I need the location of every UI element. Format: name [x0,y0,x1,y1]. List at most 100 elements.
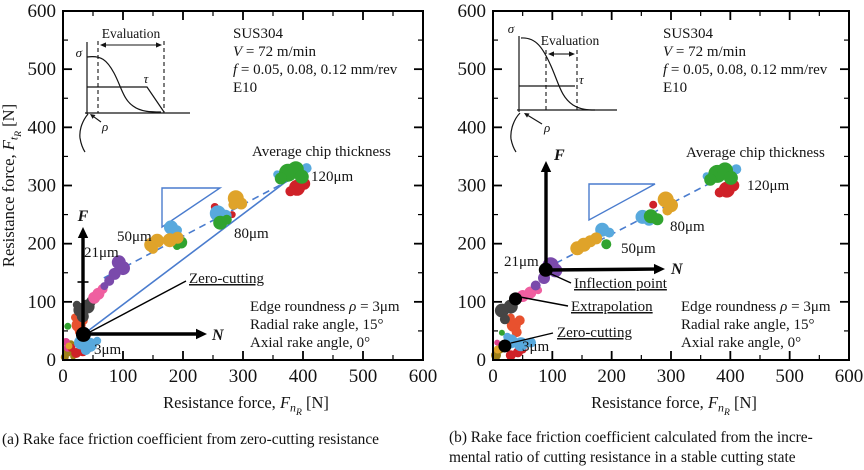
condition-line: SUS304 [233,26,284,42]
slope-triangle [588,183,656,222]
y-tick-label: 400 [458,117,487,138]
condition-line: E10 [663,80,687,96]
data-point-green [221,214,232,225]
note-line: Radial rake angle, 15° [681,317,814,333]
inset-stress-sketch: Evaluation σ τ ρ [508,21,617,153]
cluster-orange [65,190,248,350]
pointer-line [548,272,572,284]
evaluation-arrow-left-head [548,51,554,57]
highlight-dot [75,326,91,342]
y-tick-label: 100 [458,292,487,313]
x-tick-label: 100 [109,366,138,387]
condition-line: E10 [233,80,257,96]
data-point-orange [235,197,248,210]
y-tick-label: 400 [28,117,57,138]
y-tick-label: 300 [458,176,487,197]
y-tick-label: 500 [458,59,487,80]
chip-thickness-label: 80μm [670,219,705,235]
solid-fit-line [82,174,295,336]
data-point-green [601,239,612,250]
n-axis-arrow [545,267,655,272]
inset-curve [520,37,596,111]
rho-pointer-arrow [527,115,543,125]
cluster-vermilion [506,313,525,338]
inset-label: Evaluation [102,26,161,41]
y-tick-label: 500 [28,59,57,80]
caption-a: (a) Rake face friction coefficient from … [2,431,380,448]
x-tick-label: 600 [835,366,864,387]
rho-pointer-arrow-head [524,113,530,118]
note-line: Radial rake angle, 15° [250,317,383,333]
evaluation-arrow-right-head [156,42,162,48]
y-tick-label: 0 [47,350,57,371]
note-line: Axial rake angle, 0° [250,335,370,351]
data-point-orange [662,205,673,216]
slope-triangle [161,187,223,229]
y-tick-label: 0 [477,350,487,371]
chip-thickness-label: 21μm [84,245,119,261]
chip-thickness-label: 3μm [522,339,550,355]
x-tick-label: 600 [409,366,438,387]
note-line: Edge roundness ρ = 3μm [681,299,831,315]
pointer-line [510,332,554,344]
n-axis-label: N [211,327,225,344]
data-point-orange [65,342,73,350]
x-tick-label: 0 [58,366,68,387]
chip-thickness-label: 50μm [117,229,152,245]
cluster-green [498,162,738,336]
x-axis-title: Resistance force, FnR [N] [163,393,329,418]
data-point-green [651,213,664,226]
chip-thickness-label: 21μm [504,254,539,270]
data-point-vermilion [511,327,522,338]
x-tick-label: 0 [488,366,498,387]
chip-thickness-label: 120μm [747,178,790,194]
condition-line: V = 72 m/min [663,44,747,60]
rho-pointer-arrow-head [90,114,96,119]
inset-label: ρ [543,120,550,135]
y-axis-title: Resistance force, FtR [N] [0,104,24,267]
inset-stress-sketch: Evaluation σ τ ρ [76,26,190,153]
highlight-dot [538,262,553,277]
x-tick-label: 200 [597,366,626,387]
annotation-zero-cutting: Zero-cutting [189,271,264,287]
y-tick-label: 100 [28,292,57,313]
pointer-line [519,296,569,307]
caption-b-line2: mental ratio of cutting resistance in a … [449,449,796,466]
condition-line: f = 0.05, 0.08, 0.12 mm/rev [663,62,828,78]
caption-b: (b) Rake face friction coefficient calcu… [449,428,859,468]
highlight-dot [509,292,522,306]
evaluation-arrow-right-head [569,51,575,57]
y-tick-label: 200 [28,234,57,255]
note-line: Edge roundness ρ = 3μm [250,299,400,315]
data-point-orange [171,231,184,244]
condition-line: V = 72 m/min [233,44,317,60]
y-tick-label: 200 [458,234,487,255]
f-axis-label: F [553,147,565,164]
inset-curve [79,113,89,153]
annotation-inflection-point: Inflection point [574,276,668,292]
n-axis-arrow-head [196,328,207,340]
cluster-purple [100,255,130,291]
data-point-lightblue [80,345,91,356]
caption-b-line1: (b) Rake face friction coefficient calcu… [449,429,813,446]
x-tick-label: 500 [775,366,804,387]
inset-label: σ [76,45,83,60]
figure-background [0,0,864,424]
avg-chip-thickness-label: Average chip thickness [686,145,825,161]
x-tick-label: 100 [538,366,567,387]
y-tick-label: 600 [28,1,57,22]
dual-scatter-figure: F N Zero-cutting 21μm 3μm 50μm 80μm 120μm SUS304… [0,0,864,424]
cluster-green [64,161,309,330]
data-point-orange [590,232,603,245]
x-tick-label: 200 [169,366,198,387]
f-axis-label: F [77,208,89,225]
x-tick-label: 500 [349,366,378,387]
data-point-gray [499,314,510,325]
data-point-lightblue [526,337,536,348]
highlight-dot [498,339,512,353]
data-point-lightblue [503,332,512,341]
n-axis-label: N [670,261,684,278]
data-point-red [714,187,725,198]
chip-thickness-label: 120μm [311,169,354,185]
